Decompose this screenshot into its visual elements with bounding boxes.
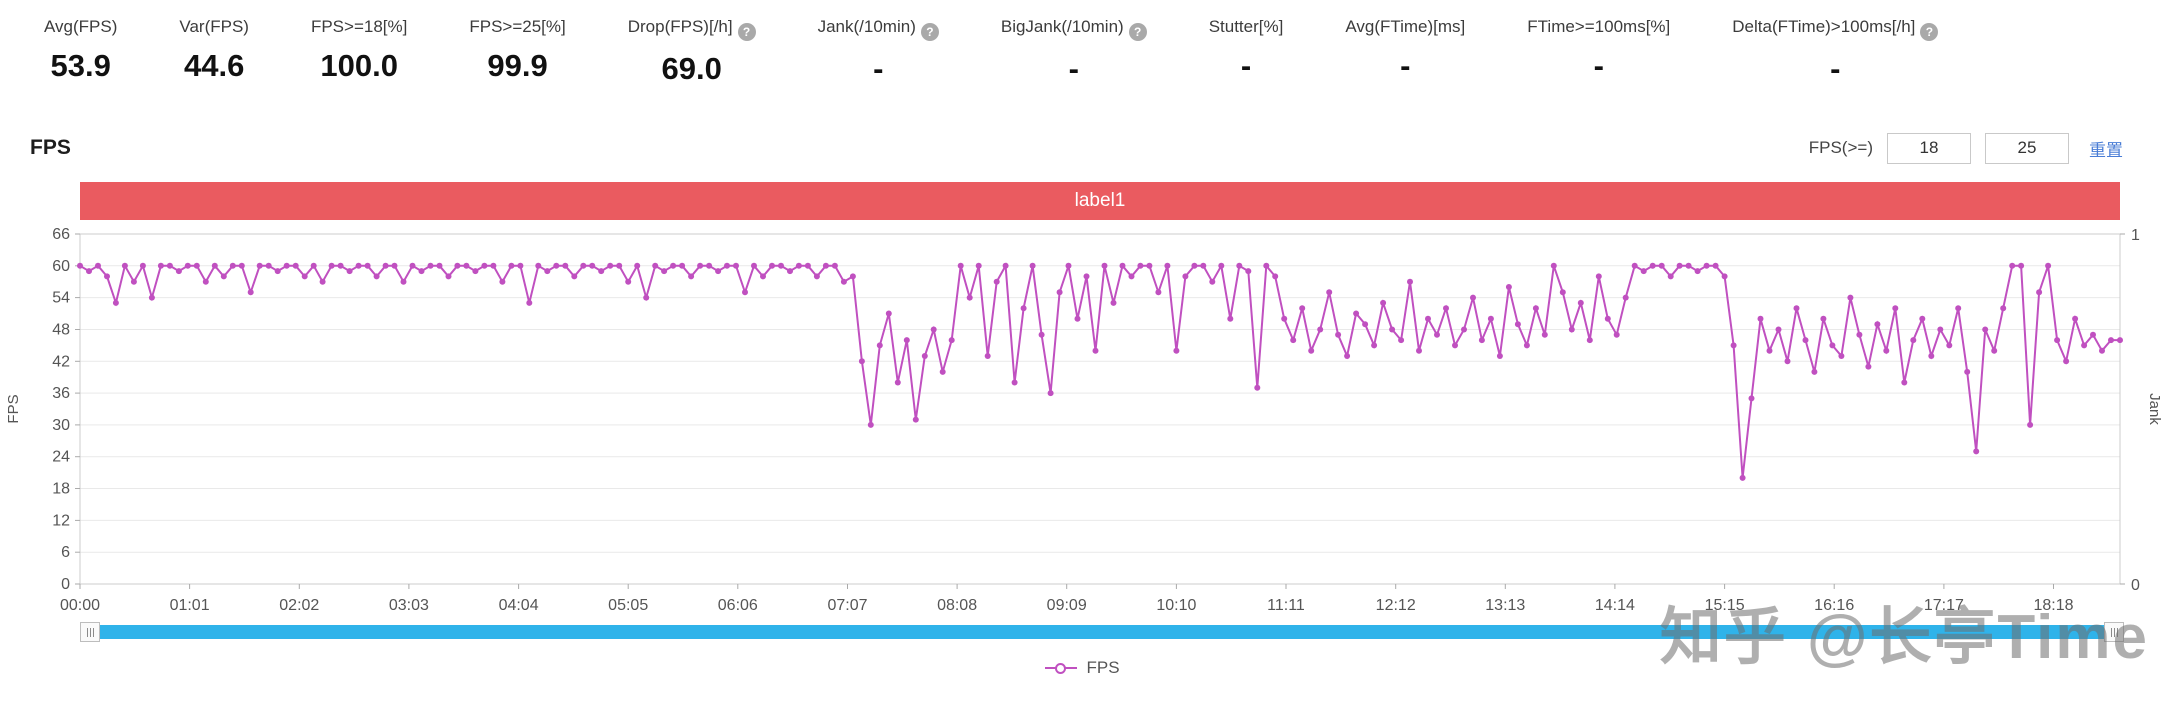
svg-text:36: 36 [52,385,70,402]
stat-label: Stutter[%] [1208,17,1284,36]
svg-text:24: 24 [52,449,70,466]
svg-text:02:02: 02:02 [279,597,319,614]
stat-value: 44.6 [183,48,245,83]
stat-value: - [1593,48,1604,83]
stat-label: FPS>=25[%] [469,17,566,36]
page-title: FPS [30,136,71,159]
chart-scrollbar[interactable] [80,622,2124,642]
stat-item-0: Avg(FPS) 53.9 [44,16,117,85]
stat-item-6: BigJank(/10min)? - [1001,16,1147,88]
plot-border [79,233,2121,585]
scrollbar-left-handle[interactable] [80,622,100,642]
svg-text:05:05: 05:05 [608,597,648,614]
scrollbar-range[interactable] [80,625,2124,639]
fps-threshold-label: FPS(>=) [1808,138,1873,157]
svg-text:48: 48 [52,322,70,339]
svg-text:Jank: Jank [2146,393,2163,425]
stat-item-10: Delta(FTime)>100ms[/h]? - [1732,16,1939,88]
svg-text:09:09: 09:09 [1047,597,1087,614]
svg-text:1: 1 [2131,227,2140,244]
svg-text:11:11: 11:11 [1267,597,1305,614]
svg-text:60: 60 [52,258,70,275]
x-axis: 00:00 01:01 02:02 03:03 04:04 05:05 06:06 07:07… [60,584,2074,614]
stat-label: FPS>=18[%] [310,17,408,36]
series-fps [77,262,2123,481]
svg-text:18: 18 [52,481,70,498]
svg-text:6: 6 [61,544,70,561]
stat-value: - [1400,48,1411,83]
stat-value: 99.9 [487,48,548,83]
svg-text:14:14: 14:14 [1595,597,1635,614]
stat-item-7: Stutter[%] - [1209,16,1284,85]
svg-text:15:15: 15:15 [1705,597,1745,614]
svg-text:04:04: 04:04 [499,597,539,614]
svg-text:12:12: 12:12 [1376,597,1416,614]
y-axis-left: 0 6 12 18 24 30 36 42 48 54 60 66 FPS [5,226,80,593]
stat-value: 53.9 [50,48,111,83]
fps-threshold-controls: FPS(>=) 重置 [1808,132,2123,164]
help-icon[interactable]: ? [737,23,756,41]
stat-label: Avg(FTime)[ms] [1345,17,1466,36]
label-banner: label1 [80,182,2120,220]
stat-value: - [1068,51,1079,86]
chart-legend[interactable]: FPS [0,658,2165,678]
stat-item-9: FTime>=100ms[%] - [1527,16,1670,85]
svg-text:30: 30 [52,417,70,434]
svg-text:18:18: 18:18 [2033,597,2073,614]
stat-label: Delta(FTime)>100ms[/h]? [1732,16,1939,41]
stat-value: 69.0 [661,51,722,86]
stat-label: Drop(FPS)[/h]? [628,16,756,41]
svg-text:10:10: 10:10 [1156,597,1196,614]
stat-label: Avg(FPS) [44,17,118,36]
stat-label: FTime>=100ms[%] [1527,17,1671,36]
reset-link[interactable]: 重置 [2089,140,2123,160]
svg-text:66: 66 [52,226,70,243]
stat-item-3: FPS>=25[%] 99.9 [469,16,565,85]
fps-chart[interactable]: 0 6 12 18 24 30 36 42 48 54 60 66 FPS 0 1 Jank 00:00 01:0… [0,220,2165,620]
y-grid [80,233,2120,585]
svg-text:0: 0 [2131,577,2140,594]
svg-text:FPS: FPS [5,394,22,423]
fps-threshold-input-1[interactable] [1887,132,1971,164]
svg-text:16:16: 16:16 [1814,597,1854,614]
svg-text:17:17: 17:17 [1924,597,1964,614]
stat-item-5: Jank(/10min)? - [818,16,939,88]
stat-item-2: FPS>=18[%] 100.0 [311,16,407,85]
stats-row: Avg(FPS) 53.9 Var(FPS) 44.6 FPS>=18[%] 100.0 F… [0,0,2165,88]
svg-text:54: 54 [52,290,70,307]
svg-text:00:00: 00:00 [60,597,100,614]
stat-value: - [1830,51,1841,86]
stat-item-8: Avg(FTime)[ms] - [1345,16,1465,85]
stat-value: - [1240,48,1252,83]
svg-text:06:06: 06:06 [718,597,758,614]
legend-fps-label: FPS [1086,658,1120,677]
svg-text:03:03: 03:03 [389,597,429,614]
help-icon[interactable]: ? [1128,23,1147,41]
section-row: FPS FPS(>=) 重置 [0,130,2165,166]
fps-threshold-input-2[interactable] [1985,132,2069,164]
stat-item-1: Var(FPS) 44.6 [179,16,249,85]
stat-label: BigJank(/10min)? [1001,16,1147,41]
stat-value: 100.0 [320,48,398,83]
svg-text:0: 0 [61,576,70,593]
svg-text:08:08: 08:08 [937,597,977,614]
svg-text:42: 42 [52,353,70,370]
legend-fps-marker-icon [1045,662,1078,674]
stat-item-4: Drop(FPS)[/h]? 69.0 [628,16,756,88]
svg-text:13:13: 13:13 [1485,597,1525,614]
stat-label: Jank(/10min)? [818,16,939,41]
scrollbar-right-handle[interactable] [2104,622,2124,642]
svg-text:12: 12 [52,512,70,529]
help-icon[interactable]: ? [920,23,939,41]
y-axis-right: 0 1 Jank [2120,227,2163,594]
stat-label: Var(FPS) [179,17,249,36]
svg-text:01:01: 01:01 [170,597,210,614]
svg-text:07:07: 07:07 [827,597,867,614]
stat-value: - [873,51,884,86]
help-icon[interactable]: ? [1920,23,1939,41]
